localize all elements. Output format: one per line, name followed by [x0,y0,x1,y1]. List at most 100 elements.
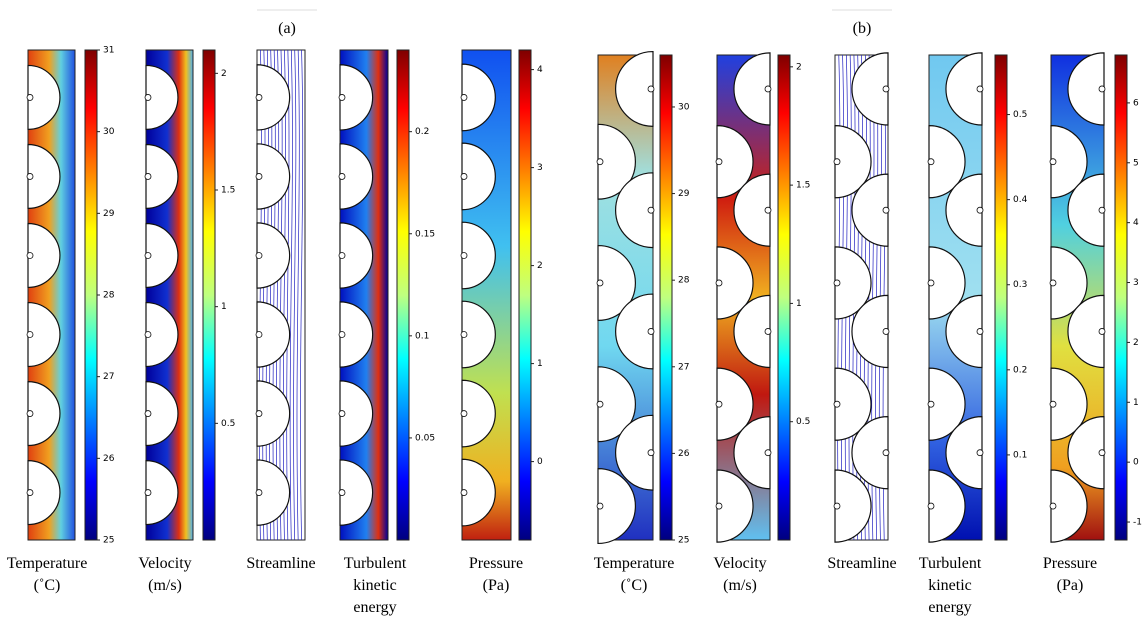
cylinder-hub [26,410,34,417]
cylinder-hub [255,410,263,417]
cylinder-hub [255,331,263,338]
cylinder-hub [144,331,152,338]
cylinder-hub [715,158,723,166]
cylinder [716,367,754,441]
caption: (Pa) [483,577,510,594]
caption: Streamline [246,555,315,572]
cylinder [834,246,872,320]
cylinder [597,468,636,545]
colorbar-tick-label: 27 [103,372,114,382]
panel-label: (a) [278,20,296,37]
colorbar-tick-label: 29 [103,209,115,219]
cylinder [1067,173,1105,247]
colorbar [84,49,98,541]
cylinder-hub [1049,279,1057,287]
colorbar-tick-label: 30 [678,102,690,112]
cylinder [851,416,889,490]
cylinder [339,222,374,289]
cylinder [461,63,496,132]
cylinder [27,143,61,210]
colorbar-tick-label: 4 [537,65,543,75]
colorbar-tick-label: 27 [678,362,689,372]
cylinder-hub [144,410,152,417]
cylinder [945,173,983,247]
cylinder [27,380,61,447]
cylinder-hub [647,206,655,214]
colorbar-tick-label: 1.5 [796,181,810,191]
cylinder-hub [1098,85,1106,93]
cylinder-hub [460,489,468,496]
cylinder [733,294,771,369]
cylinder [851,294,889,369]
cylinder [461,142,496,211]
colorbar-tick-label: 1 [1133,398,1139,408]
cylinder-hub [833,279,841,287]
cylinder [256,301,291,368]
cylinder [928,367,966,441]
cylinder-hub [460,252,468,259]
cylinder [834,367,872,441]
cylinder [615,293,654,370]
colorbar-tick-label: 2 [221,69,227,79]
cylinder-hub [460,331,468,338]
cylinder [597,366,636,443]
cylinder-hub [764,328,772,335]
panel-label: (b) [853,20,872,37]
cylinder [1067,52,1105,126]
cylinder-hub [976,206,984,214]
cylinder [1067,294,1105,369]
cylinder-hub [882,449,890,457]
cylinder [461,379,496,448]
cylinder-hub [596,279,604,287]
cylinder [1050,469,1088,543]
cylinder-hub [1098,328,1106,335]
cylinder-hub [338,94,346,101]
colorbar-tick-label: 1 [221,302,227,312]
cylinder-hub [338,331,346,338]
cylinder [834,125,872,199]
cylinder-hub [927,158,935,166]
cylinder-hub [976,449,984,457]
colorbar-tick-label: 0.5 [1013,110,1027,120]
colorbar-tick-label: 3 [537,163,543,173]
colorbar-tick-label: 0.05 [415,433,435,443]
cylinder [145,64,179,130]
colorbar-tick-label: 1.5 [221,186,235,196]
colorbar-tick-label: 0.1 [1013,450,1027,460]
cylinder [1050,125,1088,199]
caption: energy [353,599,396,616]
cylinder [716,469,754,543]
cylinder-hub [764,206,772,214]
cylinder [339,64,374,131]
colorbar-tick-label: 25 [103,536,114,546]
colorbar-tick-label: 28 [103,291,115,301]
caption: Pressure [469,555,523,572]
cylinder [145,143,179,210]
streamline [286,49,290,541]
colorbar-tick-label: 2 [796,62,802,72]
cylinder [256,380,291,447]
cylinder [1067,416,1105,490]
cylinder-hub [596,502,604,510]
colorbar-tick-label: 26 [103,454,115,464]
field [27,49,76,541]
colorbar-tick-label: 0.3 [1013,280,1027,290]
cylinder [27,460,61,526]
cylinder [27,301,61,368]
cylinder [597,123,636,200]
cylinder [733,416,771,490]
cylinder [1050,367,1088,441]
cylinder-hub [144,173,152,180]
streamline [296,49,300,541]
colorbar-tick-label: 0.15 [415,229,435,239]
cylinder [256,143,291,210]
caption: Turbulent [344,555,407,572]
colorbar [518,49,532,541]
caption: Velocity [713,555,766,572]
caption: Temperature [7,555,88,572]
cylinder [834,469,872,543]
caption: energy [928,599,971,616]
cylinder-hub [338,489,346,496]
cylinder-hub [715,502,723,510]
colorbar-tick-label: 2 [537,261,543,271]
